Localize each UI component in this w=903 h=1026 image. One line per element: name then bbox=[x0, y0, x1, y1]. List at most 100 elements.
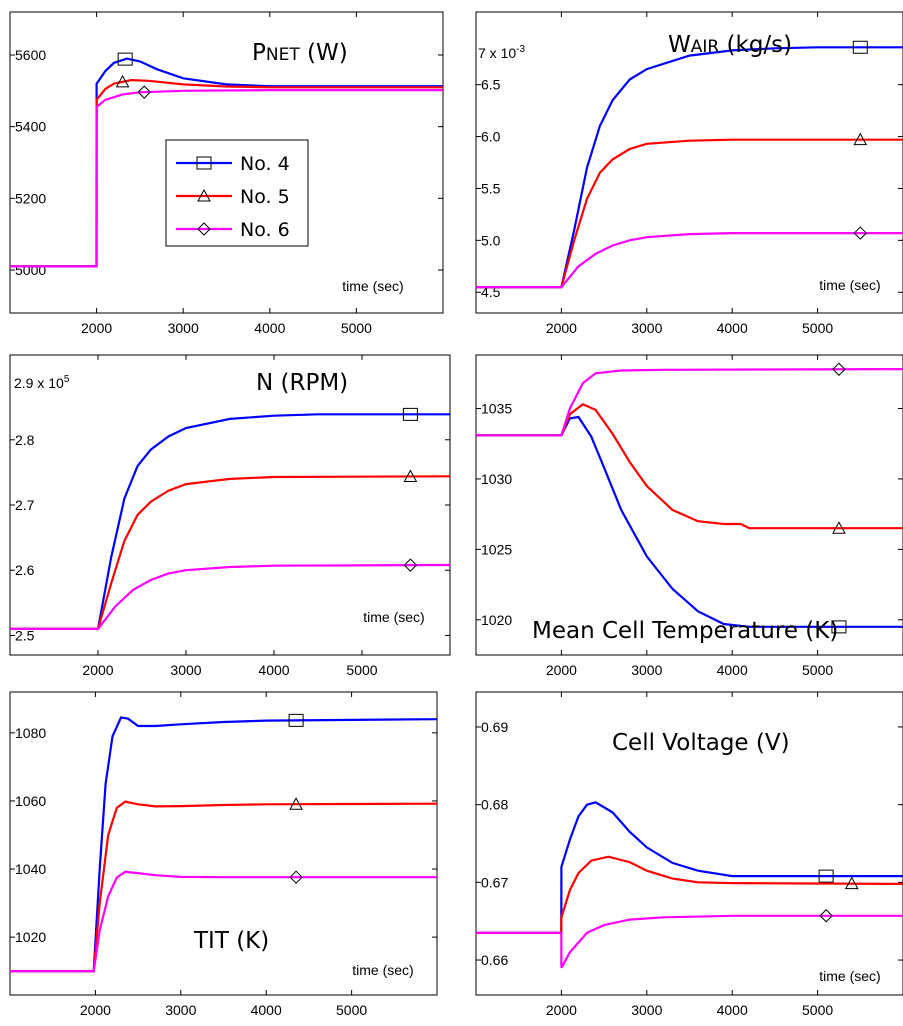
diamond-marker bbox=[853, 226, 868, 240]
series-line-1 bbox=[476, 415, 903, 628]
subplot-4: 2000 3000 4000 5000 1020 1025 1030 1035 Mean Cel… bbox=[475, 354, 903, 678]
x-tick-label: 4000 bbox=[258, 662, 289, 678]
x-tick-label: 5000 bbox=[802, 320, 833, 336]
triangle-marker bbox=[853, 132, 868, 146]
legend-square-marker bbox=[196, 156, 212, 170]
y-tick-label: 6.0 bbox=[481, 129, 501, 145]
x-tick-label: 5000 bbox=[341, 320, 372, 336]
square-marker bbox=[117, 52, 133, 66]
subplot-title: N (RPM) bbox=[256, 370, 348, 396]
series-line-1 bbox=[10, 413, 450, 630]
x-tick-label: 3000 bbox=[165, 1002, 196, 1018]
series-line-1 bbox=[476, 801, 903, 934]
series-line-3 bbox=[10, 89, 443, 268]
series-line-1 bbox=[10, 716, 438, 973]
square-marker bbox=[288, 713, 304, 727]
x-tick-label: 2000 bbox=[546, 1002, 577, 1018]
square-marker bbox=[402, 407, 418, 421]
square-marker bbox=[818, 869, 834, 883]
plot-frame bbox=[9, 11, 444, 314]
x-tick-label: 2000 bbox=[546, 320, 577, 336]
x-tick-label: 3000 bbox=[170, 662, 201, 678]
y-tick-label: 5400 bbox=[15, 119, 46, 135]
legend-label: No. 6 bbox=[240, 219, 290, 241]
subplot-title: Mean Cell Temperature (K) bbox=[532, 618, 838, 644]
x-axis-label: time (sec) bbox=[819, 277, 880, 293]
triangle-marker bbox=[115, 74, 130, 88]
plot-frame bbox=[475, 354, 903, 656]
legend-diamond-marker bbox=[197, 222, 211, 236]
diamond-marker bbox=[289, 870, 303, 884]
x-tick-label: 4000 bbox=[717, 320, 748, 336]
x-tick-label: 3000 bbox=[168, 320, 199, 336]
x-tick-label: 5000 bbox=[802, 662, 833, 678]
diamond-marker bbox=[832, 362, 846, 376]
y-tick-label: 1025 bbox=[481, 541, 512, 557]
x-axis-label: time (sec) bbox=[819, 968, 880, 984]
y-tick-label: 5200 bbox=[15, 190, 46, 206]
square-marker bbox=[831, 620, 847, 634]
axis-multiplier: 2.9 x 105 bbox=[14, 374, 70, 391]
legend: No. 4 No. 5 No. 6 bbox=[165, 139, 309, 247]
y-tick-label: 0.66 bbox=[481, 952, 508, 968]
plot-frame bbox=[475, 11, 903, 314]
x-tick-label: 5000 bbox=[346, 662, 377, 678]
series-line-2 bbox=[476, 403, 903, 530]
x-tick-label: 4000 bbox=[717, 1002, 748, 1018]
legend-label: No. 4 bbox=[240, 153, 290, 175]
x-tick-label: 4000 bbox=[251, 1002, 282, 1018]
series-line-2 bbox=[476, 138, 903, 289]
diamond-marker bbox=[819, 909, 833, 923]
series-line-1 bbox=[476, 46, 903, 289]
y-tick-label: 4.5 bbox=[481, 284, 501, 300]
y-tick-label: 1020 bbox=[15, 929, 46, 945]
y-tick-label: 0.67 bbox=[481, 874, 508, 890]
series-line-2 bbox=[10, 800, 438, 973]
triangle-marker bbox=[844, 876, 859, 890]
y-tick-label: 1040 bbox=[15, 861, 46, 877]
y-tick-label: 1060 bbox=[15, 793, 46, 809]
y-tick-label: 2.8 bbox=[15, 432, 35, 448]
legend-label: No. 5 bbox=[240, 186, 290, 208]
x-tick-label: 5000 bbox=[802, 1002, 833, 1018]
y-tick-label: 2.7 bbox=[15, 497, 35, 513]
y-tick-label: 0.69 bbox=[481, 719, 508, 735]
y-tick-label: 2.5 bbox=[15, 627, 35, 643]
subplot-title: TIT (K) bbox=[193, 928, 269, 954]
x-tick-label: 2000 bbox=[82, 662, 113, 678]
subplot-title: Cell Voltage (V) bbox=[612, 730, 790, 756]
y-tick-label: 0.68 bbox=[481, 797, 508, 813]
subplot-title: PNET (W) bbox=[252, 40, 348, 66]
series-line-2 bbox=[476, 855, 903, 934]
series-line-3 bbox=[476, 232, 903, 289]
x-tick-label: 5000 bbox=[336, 1002, 367, 1018]
square-marker bbox=[852, 40, 868, 54]
y-tick-label: 5.0 bbox=[481, 232, 501, 248]
series-line-3 bbox=[10, 870, 437, 973]
subplot-5: 2000 3000 4000 5000 1020 1040 1060 1080 TIT (K) t… bbox=[9, 691, 438, 1018]
subplot-1: 2000 3000 4000 5000 5000 5200 5400 5600 PNET (W)… bbox=[9, 11, 444, 336]
x-axis-label: time (sec) bbox=[352, 962, 413, 978]
series-line-3 bbox=[476, 368, 903, 437]
x-tick-label: 2000 bbox=[80, 1002, 111, 1018]
subplot-3: 2000 3000 4000 5000 2.5 2.6 2.7 2.8 N (RPM) time … bbox=[9, 354, 451, 678]
y-tick-label: 5600 bbox=[15, 47, 46, 63]
plot-frame bbox=[9, 691, 438, 996]
subplot-6: 2000 3000 4000 5000 0.66 0.67 0.68 0.69 Cell Vol… bbox=[475, 691, 903, 1018]
x-axis-label: time (sec) bbox=[363, 609, 424, 625]
subplot-2: 2000 3000 4000 5000 4.5 5.0 5.5 6.0 6.5 WAIR (kg/… bbox=[475, 11, 903, 336]
triangle-marker bbox=[289, 797, 303, 810]
x-tick-label: 2000 bbox=[81, 320, 112, 336]
y-tick-label: 6.5 bbox=[481, 77, 501, 93]
series-line-3 bbox=[476, 914, 903, 969]
series-line-2 bbox=[10, 475, 451, 630]
y-tick-label: 2.6 bbox=[15, 562, 35, 578]
x-tick-label: 2000 bbox=[546, 662, 577, 678]
y-tick-label: 1020 bbox=[481, 612, 512, 628]
x-tick-label: 3000 bbox=[631, 662, 662, 678]
x-tick-label: 3000 bbox=[631, 320, 662, 336]
x-axis-label: time (sec) bbox=[342, 278, 403, 294]
legend-triangle-marker bbox=[197, 188, 211, 202]
y-tick-label: 1080 bbox=[15, 725, 46, 741]
